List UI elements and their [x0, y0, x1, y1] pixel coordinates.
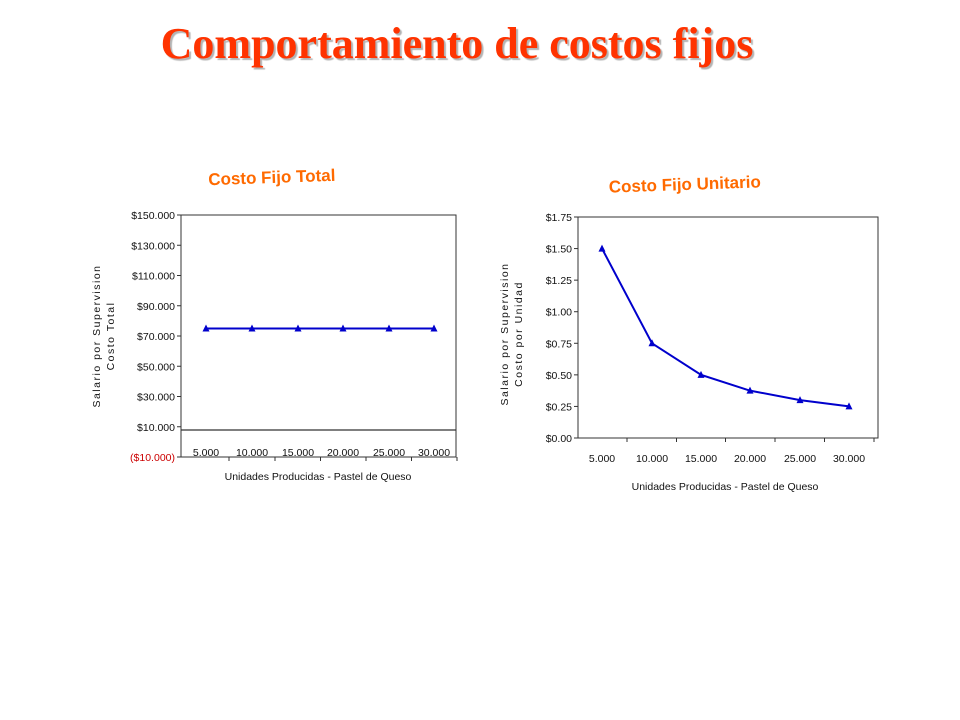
y-axis-label: Salario por Supervision — [91, 264, 103, 407]
y-tick-label: $1.50 — [546, 244, 572, 256]
costo-fijo-total-chart: Costo Fijo Total $150.000 $130.000 $110.000… — [91, 166, 458, 483]
series-line — [601, 248, 850, 408]
x-tick-label: 20.000 — [734, 453, 766, 465]
plot-area — [577, 216, 879, 439]
data-point-marker — [746, 386, 754, 394]
x-tick-label: 20.000 — [327, 447, 359, 459]
x-tick-label: 25.000 — [373, 447, 405, 459]
x-tick-label: 10.000 — [236, 447, 268, 459]
data-point-marker — [430, 324, 438, 332]
x-tick-label: 25.000 — [784, 453, 816, 465]
y-tick-label: ($10.000) — [130, 452, 175, 464]
y-tick-label: $1.00 — [546, 307, 572, 319]
data-point-marker — [339, 324, 347, 332]
y-tick-label: $110.000 — [132, 271, 175, 283]
x-tick-label: 5.000 — [589, 453, 615, 465]
x-tick-label: 5.000 — [193, 447, 219, 459]
y-tick-label: $0.25 — [546, 401, 572, 413]
y-tick-label: $1.75 — [546, 212, 572, 224]
data-point-marker — [294, 324, 302, 332]
x-axis-label: Unidades Producidas - Pastel de Queso — [632, 481, 819, 493]
x-tick-label: 30.000 — [418, 447, 450, 459]
y-tick-label: $30.000 — [137, 392, 175, 404]
y-axis-label: Salario por Supervision — [499, 262, 511, 405]
data-point-marker — [598, 244, 606, 252]
chart-title: Costo Fijo Unitario — [608, 172, 761, 196]
x-axis-label: Unidades Producidas - Pastel de Queso — [225, 471, 412, 483]
costo-fijo-unitario-chart: Costo Fijo Unitario $1.75 $1.50 $1.25 $1.00 $… — [499, 172, 879, 493]
data-point-marker — [697, 370, 705, 378]
y-tick-label: $0.50 — [546, 370, 572, 382]
data-point-marker — [248, 324, 256, 332]
chart-title: Costo Fijo Total — [208, 166, 336, 189]
y-tick-label: $0.75 — [546, 338, 572, 350]
slide-title: Comportamiento de costos fijos — [160, 19, 754, 68]
data-point-marker — [796, 396, 804, 404]
y-axis-label-sub: Costo Total — [105, 302, 117, 371]
y-tick-label: $1.25 — [546, 275, 572, 287]
data-point-marker — [648, 339, 656, 347]
x-tick-label: 30.000 — [833, 453, 865, 465]
y-tick-label: $0.00 — [546, 433, 572, 445]
y-tick-label: $130.000 — [131, 240, 175, 252]
y-tick-label: $10.000 — [137, 422, 175, 434]
y-axis-label-sub: Costo por Unidad — [513, 281, 525, 387]
plot-area — [180, 214, 457, 458]
data-point-marker — [845, 402, 853, 410]
data-point-marker — [202, 324, 210, 332]
data-point-marker — [385, 324, 393, 332]
y-tick-label: $50.000 — [137, 361, 175, 373]
y-tick-label: $150.000 — [131, 210, 175, 222]
y-tick-label: $70.000 — [137, 331, 175, 343]
y-tick-label: $90.000 — [137, 301, 175, 313]
x-tick-label: 15.000 — [282, 447, 314, 459]
x-tick-label: 15.000 — [685, 453, 717, 465]
x-tick-label: 10.000 — [636, 453, 668, 465]
